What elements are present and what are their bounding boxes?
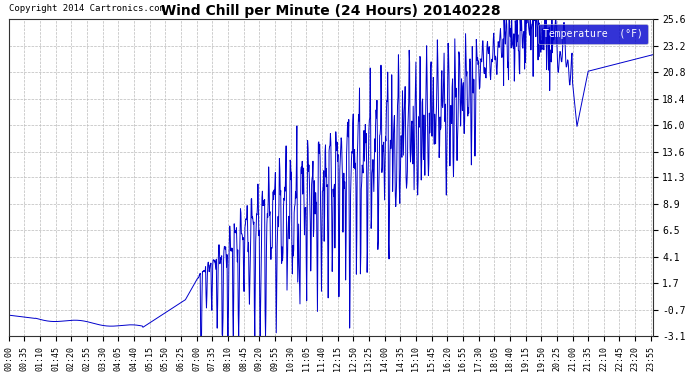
Legend: Temperature  (°F): Temperature (°F) [538,24,648,44]
Text: Copyright 2014 Cartronics.com: Copyright 2014 Cartronics.com [9,4,164,13]
Title: Wind Chill per Minute (24 Hours) 20140228: Wind Chill per Minute (24 Hours) 2014022… [161,4,500,18]
